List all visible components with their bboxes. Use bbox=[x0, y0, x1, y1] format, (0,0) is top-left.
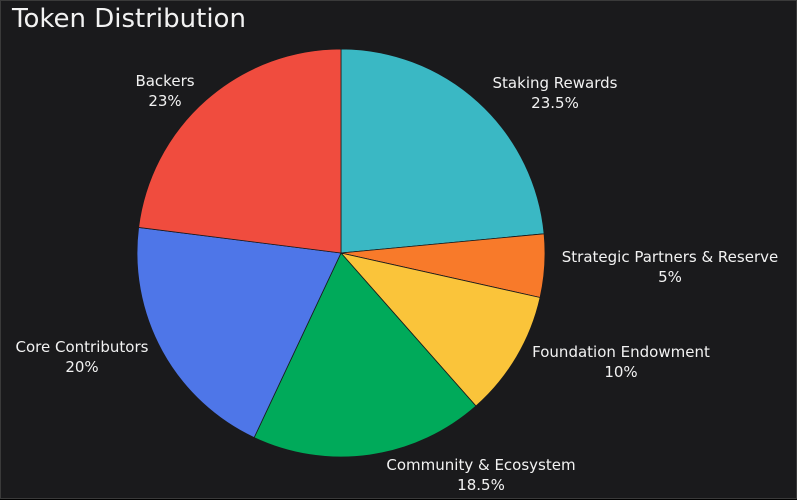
slice-name-label: Staking Rewards bbox=[493, 74, 618, 92]
slice-name-label: Strategic Partners & Reserve bbox=[562, 248, 778, 266]
slice-label-backers: Backers 23% bbox=[135, 72, 194, 110]
slice-label-strategic-partners-reserve: Strategic Partners & Reserve 5% bbox=[562, 248, 778, 286]
pie-slice-community-ecosystem[interactable] bbox=[253, 252, 477, 458]
slice-label-community-ecosystem: Community & Ecosystem 18.5% bbox=[386, 456, 575, 494]
slice-name-label: Core Contributors bbox=[16, 338, 149, 356]
slice-name-label: Foundation Endowment bbox=[532, 343, 710, 361]
pie-slice-foundation-endowment[interactable] bbox=[339, 252, 541, 407]
slice-label-foundation-endowment: Foundation Endowment 10% bbox=[532, 343, 710, 381]
slice-percent-label: 20% bbox=[65, 358, 98, 376]
slice-percent-label: 5% bbox=[658, 268, 682, 286]
slice-percent-label: 23% bbox=[148, 92, 181, 110]
pie-slice-staking-rewards[interactable] bbox=[340, 48, 545, 254]
slice-percent-label: 23.5% bbox=[531, 94, 579, 112]
slice-label-core-contributors: Core Contributors 20% bbox=[16, 338, 149, 376]
slice-name-label: Community & Ecosystem bbox=[386, 456, 575, 474]
chart-title: Token Distribution bbox=[12, 4, 246, 34]
pie-slice-backers[interactable] bbox=[138, 48, 342, 254]
slice-percent-label: 10% bbox=[604, 363, 637, 381]
slice-label-staking-rewards: Staking Rewards 23.5% bbox=[493, 74, 618, 112]
slice-name-label: Backers bbox=[135, 72, 194, 90]
pie-slice-core-contributors[interactable] bbox=[136, 226, 342, 439]
slice-percent-label: 18.5% bbox=[457, 476, 505, 494]
